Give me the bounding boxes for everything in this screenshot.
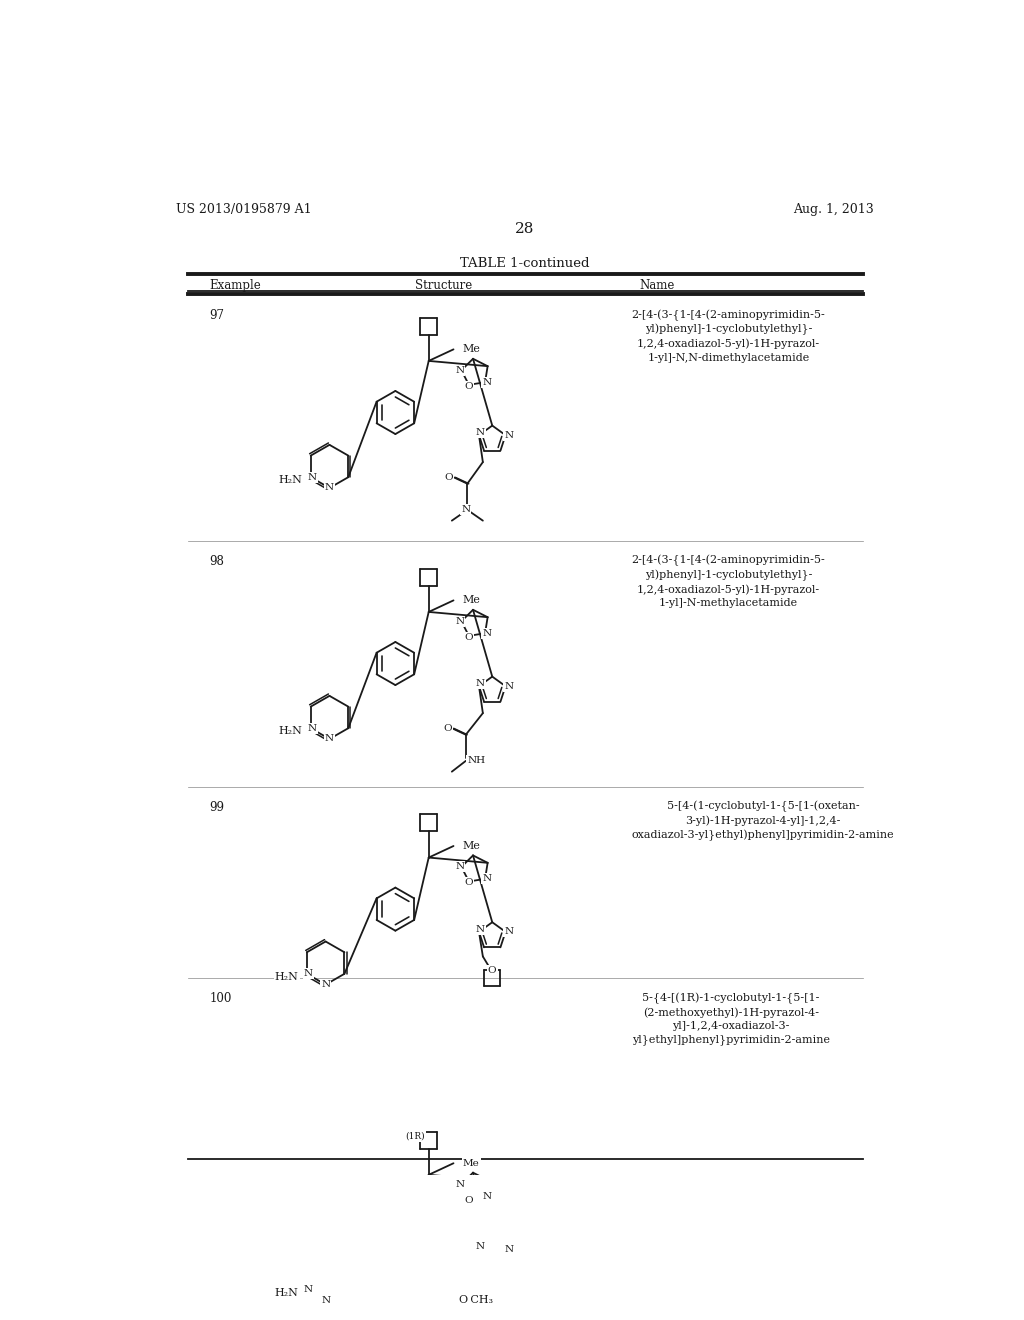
Text: H₂N: H₂N [279,726,302,737]
Text: Name: Name [640,280,675,292]
Text: N: N [304,969,313,978]
Text: US 2013/0195879 A1: US 2013/0195879 A1 [176,203,311,216]
Text: N: N [325,734,334,743]
Text: Me: Me [463,1159,479,1168]
Text: N: N [322,1296,330,1304]
Text: H₂N: H₂N [274,972,299,982]
Text: 5-{4-[(1R)-1-cyclobutyl-1-{5-[1-
(2-methoxyethyl)-1H-pyrazol-4-
yl]-1,2,4-oxadia: 5-{4-[(1R)-1-cyclobutyl-1-{5-[1- (2-meth… [632,993,829,1045]
Text: 28: 28 [515,222,535,235]
Text: N: N [456,862,465,871]
Text: N: N [476,1242,485,1251]
Text: N: N [456,1180,465,1189]
Text: O: O [443,725,452,733]
Text: O: O [465,381,473,391]
Text: O: O [487,966,497,974]
Text: N: N [482,1192,492,1201]
Text: N: N [461,506,470,515]
Text: 98: 98 [209,554,224,568]
Text: Me: Me [463,595,480,606]
Text: 99: 99 [209,800,224,813]
Text: NH: NH [467,756,485,766]
Text: N: N [482,378,492,387]
Text: N: N [504,681,513,690]
Text: 2-[4-(3-{1-[4-(2-aminopyrimidin-5-
yl)phenyl]-1-cyclobutylethyl}-
1,2,4-oxadiazo: 2-[4-(3-{1-[4-(2-aminopyrimidin-5- yl)ph… [632,309,825,363]
Text: H₂N: H₂N [279,475,302,486]
Text: N: N [482,628,492,638]
Text: N: N [504,928,513,936]
Text: N: N [325,483,334,492]
Text: N: N [322,981,330,989]
Text: Me: Me [463,841,480,851]
Text: N: N [476,680,485,688]
Text: 5-[4-(1-cyclobutyl-1-{5-[1-(oxetan-
3-yl)-1H-pyrazol-4-yl]-1,2,4-
oxadiazol-3-yl: 5-[4-(1-cyclobutyl-1-{5-[1-(oxetan- 3-yl… [632,800,894,841]
Text: O: O [465,879,473,887]
Text: N: N [504,430,513,440]
Text: (1R): (1R) [406,1131,425,1140]
Text: Aug. 1, 2013: Aug. 1, 2013 [793,203,873,216]
Text: O CH₃: O CH₃ [459,1295,493,1305]
Text: 2-[4-(3-{1-[4-(2-aminopyrimidin-5-
yl)phenyl]-1-cyclobutylethyl}-
1,2,4-oxadiazo: 2-[4-(3-{1-[4-(2-aminopyrimidin-5- yl)ph… [632,554,825,609]
Text: N: N [307,473,316,482]
Text: Me: Me [463,345,480,354]
Text: N: N [476,429,485,437]
Text: H₂N: H₂N [274,1287,299,1298]
Text: N: N [456,366,465,375]
Text: N: N [504,1245,513,1254]
Text: Structure: Structure [415,280,472,292]
Text: N: N [476,925,485,935]
Text: O: O [444,473,453,482]
Text: O: O [465,632,473,642]
Text: N: N [304,1286,313,1294]
Text: Example: Example [209,280,261,292]
Text: O: O [465,1196,473,1205]
Text: 100: 100 [209,993,231,1006]
Text: TABLE 1-continued: TABLE 1-continued [460,257,590,271]
Text: N: N [482,874,492,883]
Text: N: N [307,723,316,733]
Text: 97: 97 [209,309,224,322]
Text: N: N [456,616,465,626]
